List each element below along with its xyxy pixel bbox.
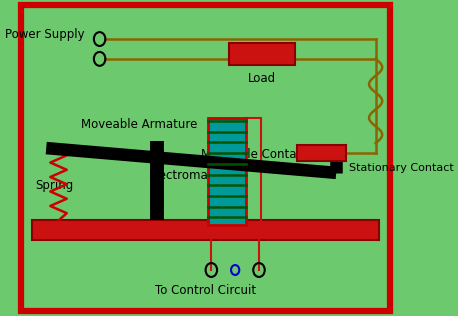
Bar xyxy=(32,221,379,240)
Bar xyxy=(246,118,261,225)
Text: Moveable Armature: Moveable Armature xyxy=(81,118,197,131)
Bar xyxy=(297,145,346,161)
Text: Electromagnet: Electromagnet xyxy=(149,169,236,182)
Bar xyxy=(208,118,246,225)
Text: To Control Circuit: To Control Circuit xyxy=(155,284,256,297)
Bar xyxy=(229,43,295,65)
Text: Stationary Contact: Stationary Contact xyxy=(349,163,454,173)
Text: Load: Load xyxy=(248,72,276,85)
Text: Moveable Contact: Moveable Contact xyxy=(201,148,307,161)
Text: Spring: Spring xyxy=(36,179,74,192)
Text: Power Supply: Power Supply xyxy=(5,27,85,40)
